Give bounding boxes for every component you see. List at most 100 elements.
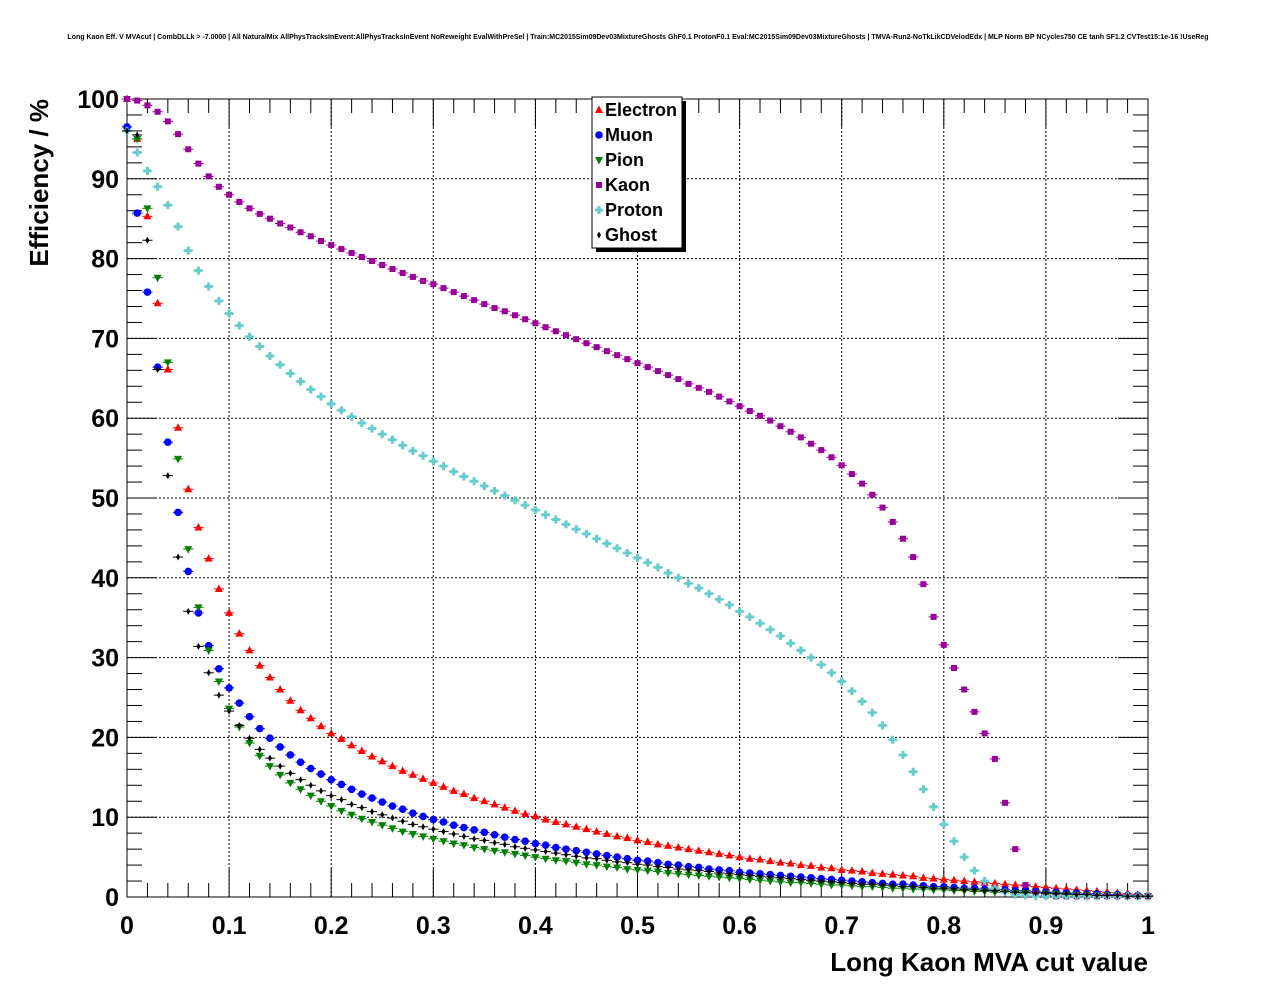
data-point [603,348,610,355]
data-point [246,205,253,212]
y-tick-label: 30 [91,645,119,673]
data-point [531,839,540,848]
data-point [194,604,203,612]
data-point [348,250,355,257]
data-point [480,846,489,854]
data-point [960,853,969,862]
data-point [470,844,479,853]
y-tick-label: 100 [77,86,119,114]
data-point [368,752,377,760]
data-point [961,686,968,693]
data-point [327,775,336,784]
data-point [827,882,836,890]
data-point [940,641,947,648]
data-point [583,340,590,347]
data-point [798,875,803,883]
data-point [236,198,243,205]
data-point [184,246,193,255]
data-point [869,491,876,498]
data-point [429,835,438,844]
data-point [694,846,703,854]
data-point [572,846,581,855]
data-point [409,273,416,280]
data-point [337,807,346,816]
data-point [369,257,376,264]
data-point [266,215,273,222]
data-point [316,798,325,806]
data-point [838,462,845,469]
data-point [399,269,406,276]
data-point [143,166,152,175]
x-tick-label: 0.6 [722,912,757,940]
data-point [186,607,191,615]
data-point [204,554,213,562]
data-point [154,108,161,115]
legend-entry-muon: Muon [595,125,653,145]
data-point [470,826,478,834]
data-point [592,850,601,858]
data-point [522,316,529,323]
data-point [184,567,193,576]
data-point [255,661,264,669]
data-point [645,861,650,869]
data-point [1115,891,1120,899]
data-point [317,238,324,245]
data-point [256,210,263,217]
data-point [531,505,540,514]
data-point [163,359,172,367]
data-point [480,828,489,837]
data-point [563,332,570,339]
data-point [929,874,938,882]
data-point [521,501,530,510]
data-point [277,220,284,227]
data-point [990,878,999,887]
data-point [786,879,795,888]
data-point [1001,879,1010,888]
data-point [174,222,183,231]
data-point [982,887,987,895]
data-point [278,762,283,770]
data-series [121,94,1154,901]
data-point [939,874,948,883]
data-point [133,209,142,217]
data-point [276,360,285,369]
data-point [735,875,744,884]
data-point [960,876,969,885]
data-point [809,876,814,884]
data-point [635,860,640,868]
data-point [675,376,682,383]
data-point [265,351,274,360]
data-point [643,857,652,865]
data-point [347,811,356,820]
data-point [388,761,397,770]
legend-entry-pion: Pion [595,150,644,170]
data-point [643,558,652,567]
data-point [684,871,693,880]
data-point [164,438,172,446]
data-point [930,613,937,620]
data-point [541,855,550,864]
data-point [204,282,213,291]
data-point [306,792,315,801]
data-point [510,850,519,859]
data-point [357,418,366,427]
legend-label: Muon [605,125,653,145]
data-point [338,246,345,253]
data-point [817,660,826,669]
data-point [317,770,325,778]
data-point [715,874,724,882]
data-point [592,534,601,543]
data-point [992,887,997,895]
data-point [910,554,917,561]
data-point [643,867,652,876]
data-point [696,867,701,875]
data-point [449,821,458,829]
data-point [358,254,365,261]
data-point [572,822,581,830]
data-point [776,632,785,641]
data-point [552,328,559,335]
data-point [357,746,366,754]
data-point [735,852,744,861]
data-point [643,837,652,845]
